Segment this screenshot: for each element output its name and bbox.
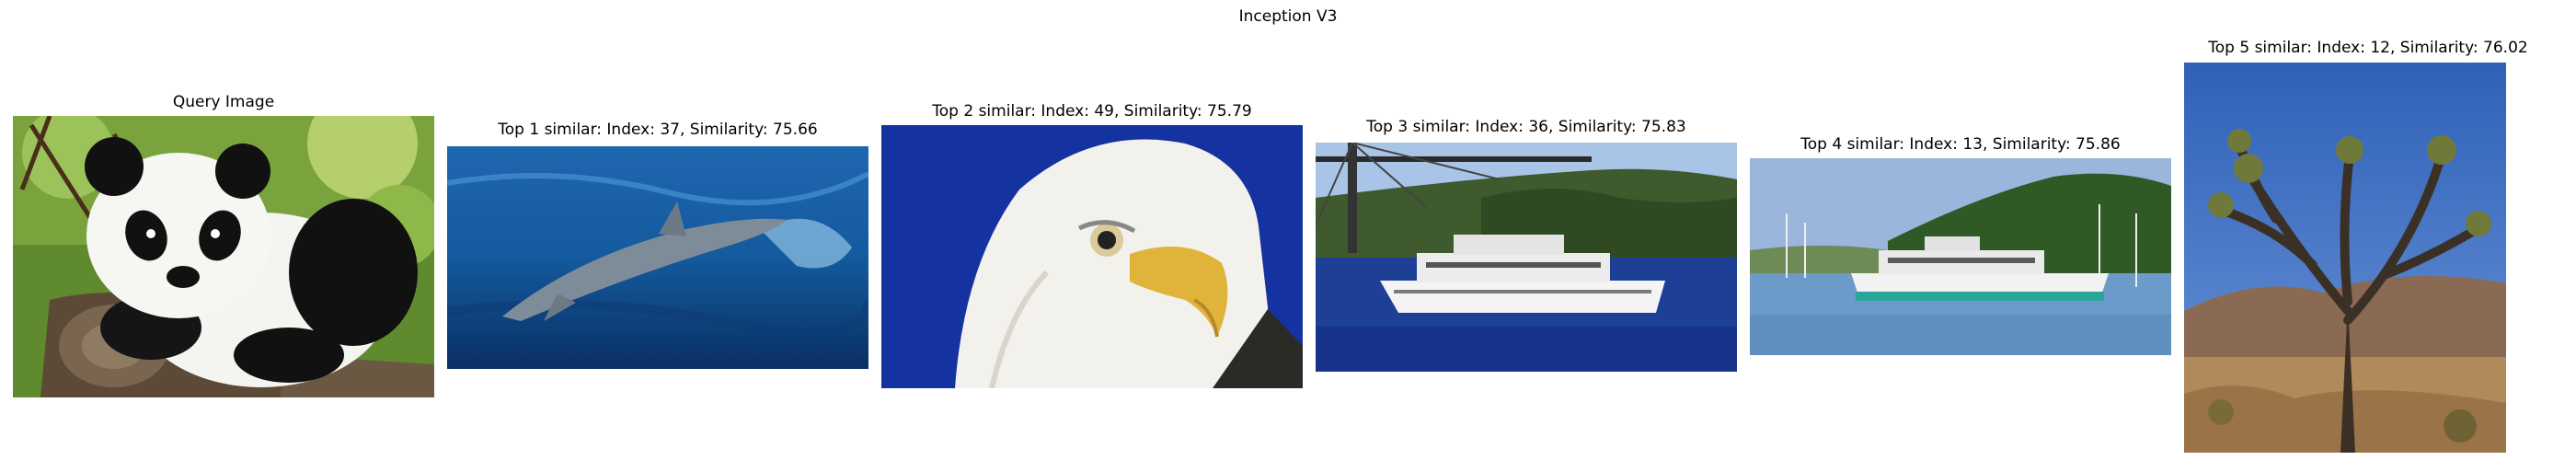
dolphin-image [447, 146, 868, 369]
joshua-tree-image [2184, 63, 2506, 453]
query-image-title: Query Image [172, 93, 275, 111]
top-3-panel: Top 3 similar: Index: 36, Similarity: 75… [1316, 0, 1737, 460]
top-5-title: Top 5 similar: Index: 12, Similarity: 76… [2208, 39, 2528, 57]
top-1-panel: Top 1 similar: Index: 37, Similarity: 75… [447, 0, 868, 460]
query-panel: Query Image [13, 0, 434, 460]
panda-image [13, 116, 434, 397]
top-3-title: Top 3 similar: Index: 36, Similarity: 75… [1366, 118, 1686, 136]
top-2-title: Top 2 similar: Index: 49, Similarity: 75… [932, 102, 1252, 121]
ferry-harbor-image [1750, 158, 2171, 355]
figure-title: Inception V3 [1238, 7, 1338, 26]
eagle-image [881, 125, 1303, 388]
top-5-panel: Top 5 similar: Index: 12, Similarity: 76… [2184, 0, 2552, 460]
top-4-panel: Top 4 similar: Index: 13, Similarity: 75… [1750, 0, 2171, 460]
top-2-panel: Top 2 similar: Index: 49, Similarity: 75… [881, 0, 1303, 460]
top-1-title: Top 1 similar: Index: 37, Similarity: 75… [498, 121, 818, 139]
top-4-title: Top 4 similar: Index: 13, Similarity: 75… [1800, 135, 2121, 154]
ferry-bridge-image [1316, 143, 1737, 372]
